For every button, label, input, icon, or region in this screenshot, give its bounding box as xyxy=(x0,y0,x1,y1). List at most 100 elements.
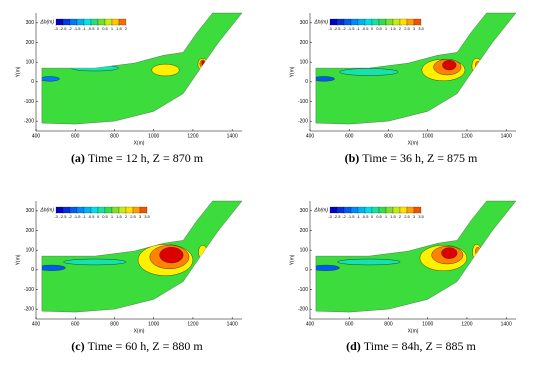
colorbar-cell xyxy=(406,206,415,214)
y-tick-label: -200 xyxy=(298,306,308,312)
x-tick-label: 800 xyxy=(110,321,119,327)
colorbar-tick-label: -3 xyxy=(328,214,332,219)
colorbar-label: Δh(m) xyxy=(313,19,328,25)
y-tick-label: 200 xyxy=(300,40,309,46)
y-tick-label: 0 xyxy=(31,267,34,273)
colorbar-tick-label: 1.5 xyxy=(116,26,122,31)
colorbar-cell xyxy=(392,18,401,26)
colorbar-tick-label: 3.5 xyxy=(418,26,424,31)
x-axis-label: X(m) xyxy=(408,140,419,146)
caption-label: (d) xyxy=(346,339,361,353)
colorbar-tick-label: 0.5 xyxy=(376,214,382,219)
contours xyxy=(41,244,208,276)
colorbar-tick-label: 2 xyxy=(125,214,128,219)
x-tick-label: 600 xyxy=(71,321,80,327)
colorbar-tick-label: -0.5 xyxy=(362,214,370,219)
x-axis-label: X(m) xyxy=(134,140,145,146)
colorbar-tick-label: 1.5 xyxy=(390,214,396,219)
x-tick-label: 600 xyxy=(345,133,354,139)
colorbar-tick-label: 1 xyxy=(385,26,388,31)
colorbar-tick-label: 2.5 xyxy=(404,214,410,219)
y-tick-label: 100 xyxy=(26,59,35,65)
colorbar-cell xyxy=(104,18,113,26)
colorbar-cell xyxy=(371,206,380,214)
contours xyxy=(315,244,482,272)
colorbar-label: Δh(m) xyxy=(39,19,54,25)
colorbar-tick-label: -0.5 xyxy=(88,214,96,219)
colorbar-cell xyxy=(118,18,127,26)
colorbar-tick-label: -1 xyxy=(82,214,86,219)
colorbar-cell xyxy=(385,206,394,214)
domain xyxy=(41,12,243,125)
x-tick-label: 600 xyxy=(71,133,80,139)
x-tick-label: 1000 xyxy=(148,133,159,139)
colorbar-cell xyxy=(371,18,380,26)
colorbar-tick-label: 0.5 xyxy=(376,26,382,31)
x-tick-label: 800 xyxy=(384,133,393,139)
caption: (c) Time = 60 h, Z = 880 m xyxy=(71,339,203,353)
colorbar-tick-label: -1 xyxy=(356,26,360,31)
colorbar-cell xyxy=(76,206,85,214)
contour-region xyxy=(471,58,482,75)
colorbar-tick-label: 3.5 xyxy=(418,214,424,219)
colorbar-tick-label: 2 xyxy=(399,214,402,219)
x-tick-label: 400 xyxy=(306,321,315,327)
y-tick-label: 200 xyxy=(26,40,35,46)
colorbar-tick-label: -1.5 xyxy=(348,214,356,219)
colorbar-cell xyxy=(350,206,359,214)
y-tick-label: -200 xyxy=(24,306,34,312)
colorbar-cell xyxy=(357,18,366,26)
x-tick-label: 400 xyxy=(32,133,41,139)
contour-region xyxy=(71,64,119,72)
colorbar-cell xyxy=(118,206,127,214)
colorbar-cell xyxy=(97,18,106,26)
colorbar-tick-label: 0.5 xyxy=(102,26,108,31)
x-tick-label: 1000 xyxy=(148,321,159,327)
colorbar-cell xyxy=(399,18,408,26)
caption: (d) Time = 84h, Z = 885 m xyxy=(346,339,476,353)
caption-text: Time = 84h, Z = 885 m xyxy=(364,339,477,353)
colorbar-cell xyxy=(83,18,92,26)
x-tick-label: 800 xyxy=(110,133,119,139)
colorbar-tick-label: 0 xyxy=(371,26,374,31)
y-tick-label: 0 xyxy=(305,79,308,85)
colorbar-cell xyxy=(413,18,422,26)
colorbar-cell xyxy=(392,206,401,214)
colorbar-tick-label: -3 xyxy=(328,26,332,31)
contour-region xyxy=(41,264,66,271)
panel: 400 600 800 1000 1200 1400 -200 -100 0 100 200 300 X… xyxy=(15,12,243,165)
colorbar-tick-label: -2 xyxy=(68,214,72,219)
colorbar-cell xyxy=(399,206,408,214)
colorbar-tick-label: 2 xyxy=(125,26,128,31)
colorbar-cell xyxy=(364,18,373,26)
colorbar-cell xyxy=(357,206,366,214)
contour-region xyxy=(475,60,481,70)
colorbar-cell xyxy=(83,206,92,214)
colorbar-cell xyxy=(350,18,359,26)
panel: 400 600 800 1000 1200 1400 -200 -100 0 100 200 300 X… xyxy=(289,200,517,353)
colorbar-tick-label: 1.5 xyxy=(390,26,396,31)
colorbar-tick-label: 2.5 xyxy=(404,26,410,31)
contour-region xyxy=(151,63,180,77)
colorbar-cell xyxy=(125,206,134,214)
colorbar-tick-label: -1 xyxy=(356,214,360,219)
panel: 400 600 800 1000 1200 1400 -200 -100 0 100 200 300 X… xyxy=(289,12,517,165)
colorbar-tick-label: -1.5 xyxy=(348,26,356,31)
x-tick-label: 1200 xyxy=(461,133,472,139)
colorbar-tick-label: -1.5 xyxy=(74,214,82,219)
colorbar-tick-label: -1 xyxy=(82,26,86,31)
y-tick-label: -200 xyxy=(298,118,308,124)
caption-label: (c) xyxy=(71,339,84,353)
colorbar-label: Δh(m) xyxy=(313,207,328,213)
domain xyxy=(315,200,517,313)
y-axis-label: Y(m) xyxy=(289,66,295,77)
contour-region xyxy=(201,60,205,66)
domain xyxy=(315,12,517,125)
x-tick-label: 1000 xyxy=(422,133,433,139)
y-tick-label: 100 xyxy=(300,247,309,253)
contour-region xyxy=(315,76,335,82)
x-tick-label: 1200 xyxy=(187,133,198,139)
colorbar-cell xyxy=(62,18,71,26)
x-tick-label: 1400 xyxy=(227,133,238,139)
